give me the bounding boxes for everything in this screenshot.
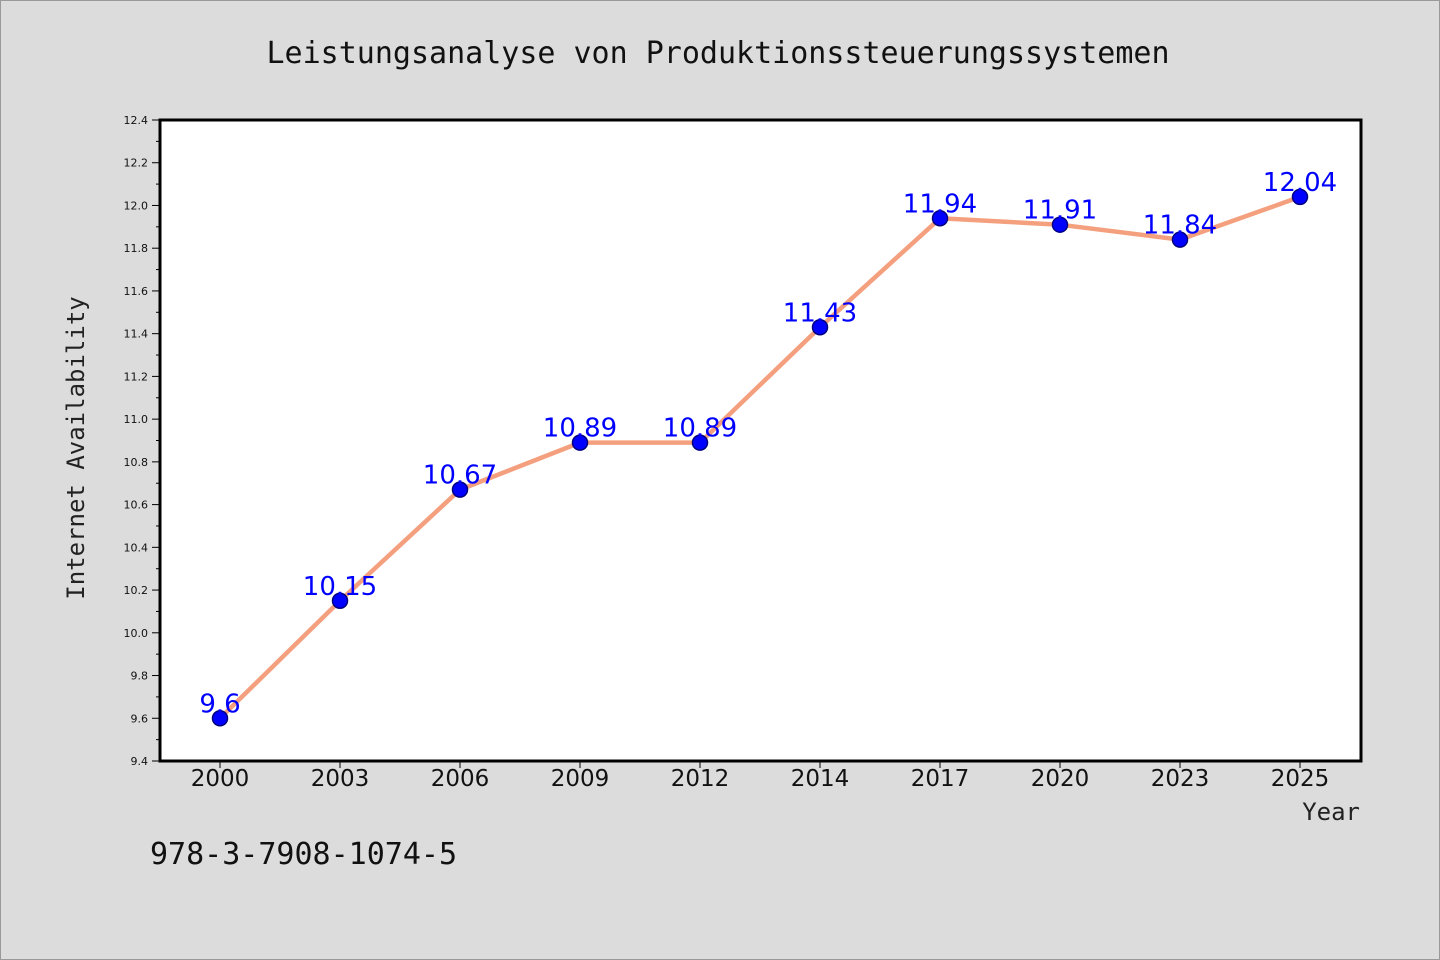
marker-layer <box>211 188 1309 727</box>
data-label: 10.89 <box>543 414 617 444</box>
data-point <box>571 434 589 451</box>
data-point <box>331 592 349 609</box>
x-tick-label: 2012 <box>671 766 730 792</box>
y-tick-label: 10.6 <box>124 499 149 512</box>
x-axis: 2000 2003 2006 2009 2012 2014 2017 2020 2023 2025 <box>191 761 1330 792</box>
y-tick-label: 12.4 <box>124 114 149 127</box>
y-tick-label: 9.8 <box>131 670 149 683</box>
x-tick-label: 2014 <box>791 766 850 792</box>
x-tick-label: 2017 <box>911 766 970 792</box>
data-point <box>931 210 949 227</box>
y-tick-label: 9.4 <box>131 755 149 768</box>
data-label: 9.6 <box>199 689 240 719</box>
data-point <box>1291 188 1309 206</box>
x-tick-label: 2003 <box>311 766 370 792</box>
y-axis: 9.4 9.6 9.8 10.0 10.2 10.4 10.6 10.8 11.0 11.2 11.… <box>124 114 160 768</box>
data-label: 11.84 <box>1143 211 1217 241</box>
y-tick-label: 10.0 <box>124 627 149 640</box>
y-tick-label: 12.0 <box>124 199 149 212</box>
y-tick-label: 11.2 <box>124 370 149 383</box>
plot-area <box>158 118 1363 763</box>
data-point <box>1171 231 1189 248</box>
y-tick-label: 10.2 <box>124 584 149 597</box>
data-point <box>211 710 229 727</box>
data-label: 10.89 <box>663 414 737 444</box>
x-tick-label: 2006 <box>431 766 490 792</box>
data-label: 11.91 <box>1023 196 1097 226</box>
x-tick-label: 2023 <box>1151 766 1210 792</box>
data-label: 11.43 <box>783 298 857 328</box>
data-label-layer: 9.6 10.15 10.67 10.89 10.89 11.43 11.94 11.91 11… <box>199 168 1337 719</box>
series-line <box>217 194 1303 721</box>
isbn-footer: 978-3-7908-1074-5 <box>150 837 457 872</box>
y-tick-label: 11.6 <box>124 285 149 298</box>
data-label: 11.94 <box>903 189 977 219</box>
series-layer <box>217 194 1303 721</box>
data-point <box>1051 216 1069 233</box>
y-axis-label: Internet Availability <box>62 296 90 599</box>
y-tick-label: 12.2 <box>124 157 149 170</box>
chart-title: Leistungsanalyse von Produktionssteuerun… <box>266 36 1169 71</box>
y-tick-label: 11.4 <box>124 328 149 341</box>
data-label: 12.04 <box>1263 168 1337 198</box>
y-tick-label: 11.0 <box>124 413 149 426</box>
y-tick-label: 10.8 <box>124 456 149 469</box>
data-point <box>451 481 469 498</box>
y-tick-label: 10.4 <box>124 541 149 554</box>
x-tick-label: 2000 <box>191 766 250 792</box>
x-tick-label: 2009 <box>551 766 610 792</box>
data-label: 10.67 <box>423 461 497 491</box>
x-tick-label: 2025 <box>1271 766 1330 792</box>
data-point <box>811 319 829 336</box>
x-tick-label: 2020 <box>1031 766 1090 792</box>
data-label: 10.15 <box>303 572 377 602</box>
y-tick-label: 9.6 <box>131 712 149 725</box>
x-axis-label: Year <box>1302 798 1360 826</box>
y-tick-label: 11.8 <box>124 242 149 255</box>
data-point <box>691 434 709 451</box>
